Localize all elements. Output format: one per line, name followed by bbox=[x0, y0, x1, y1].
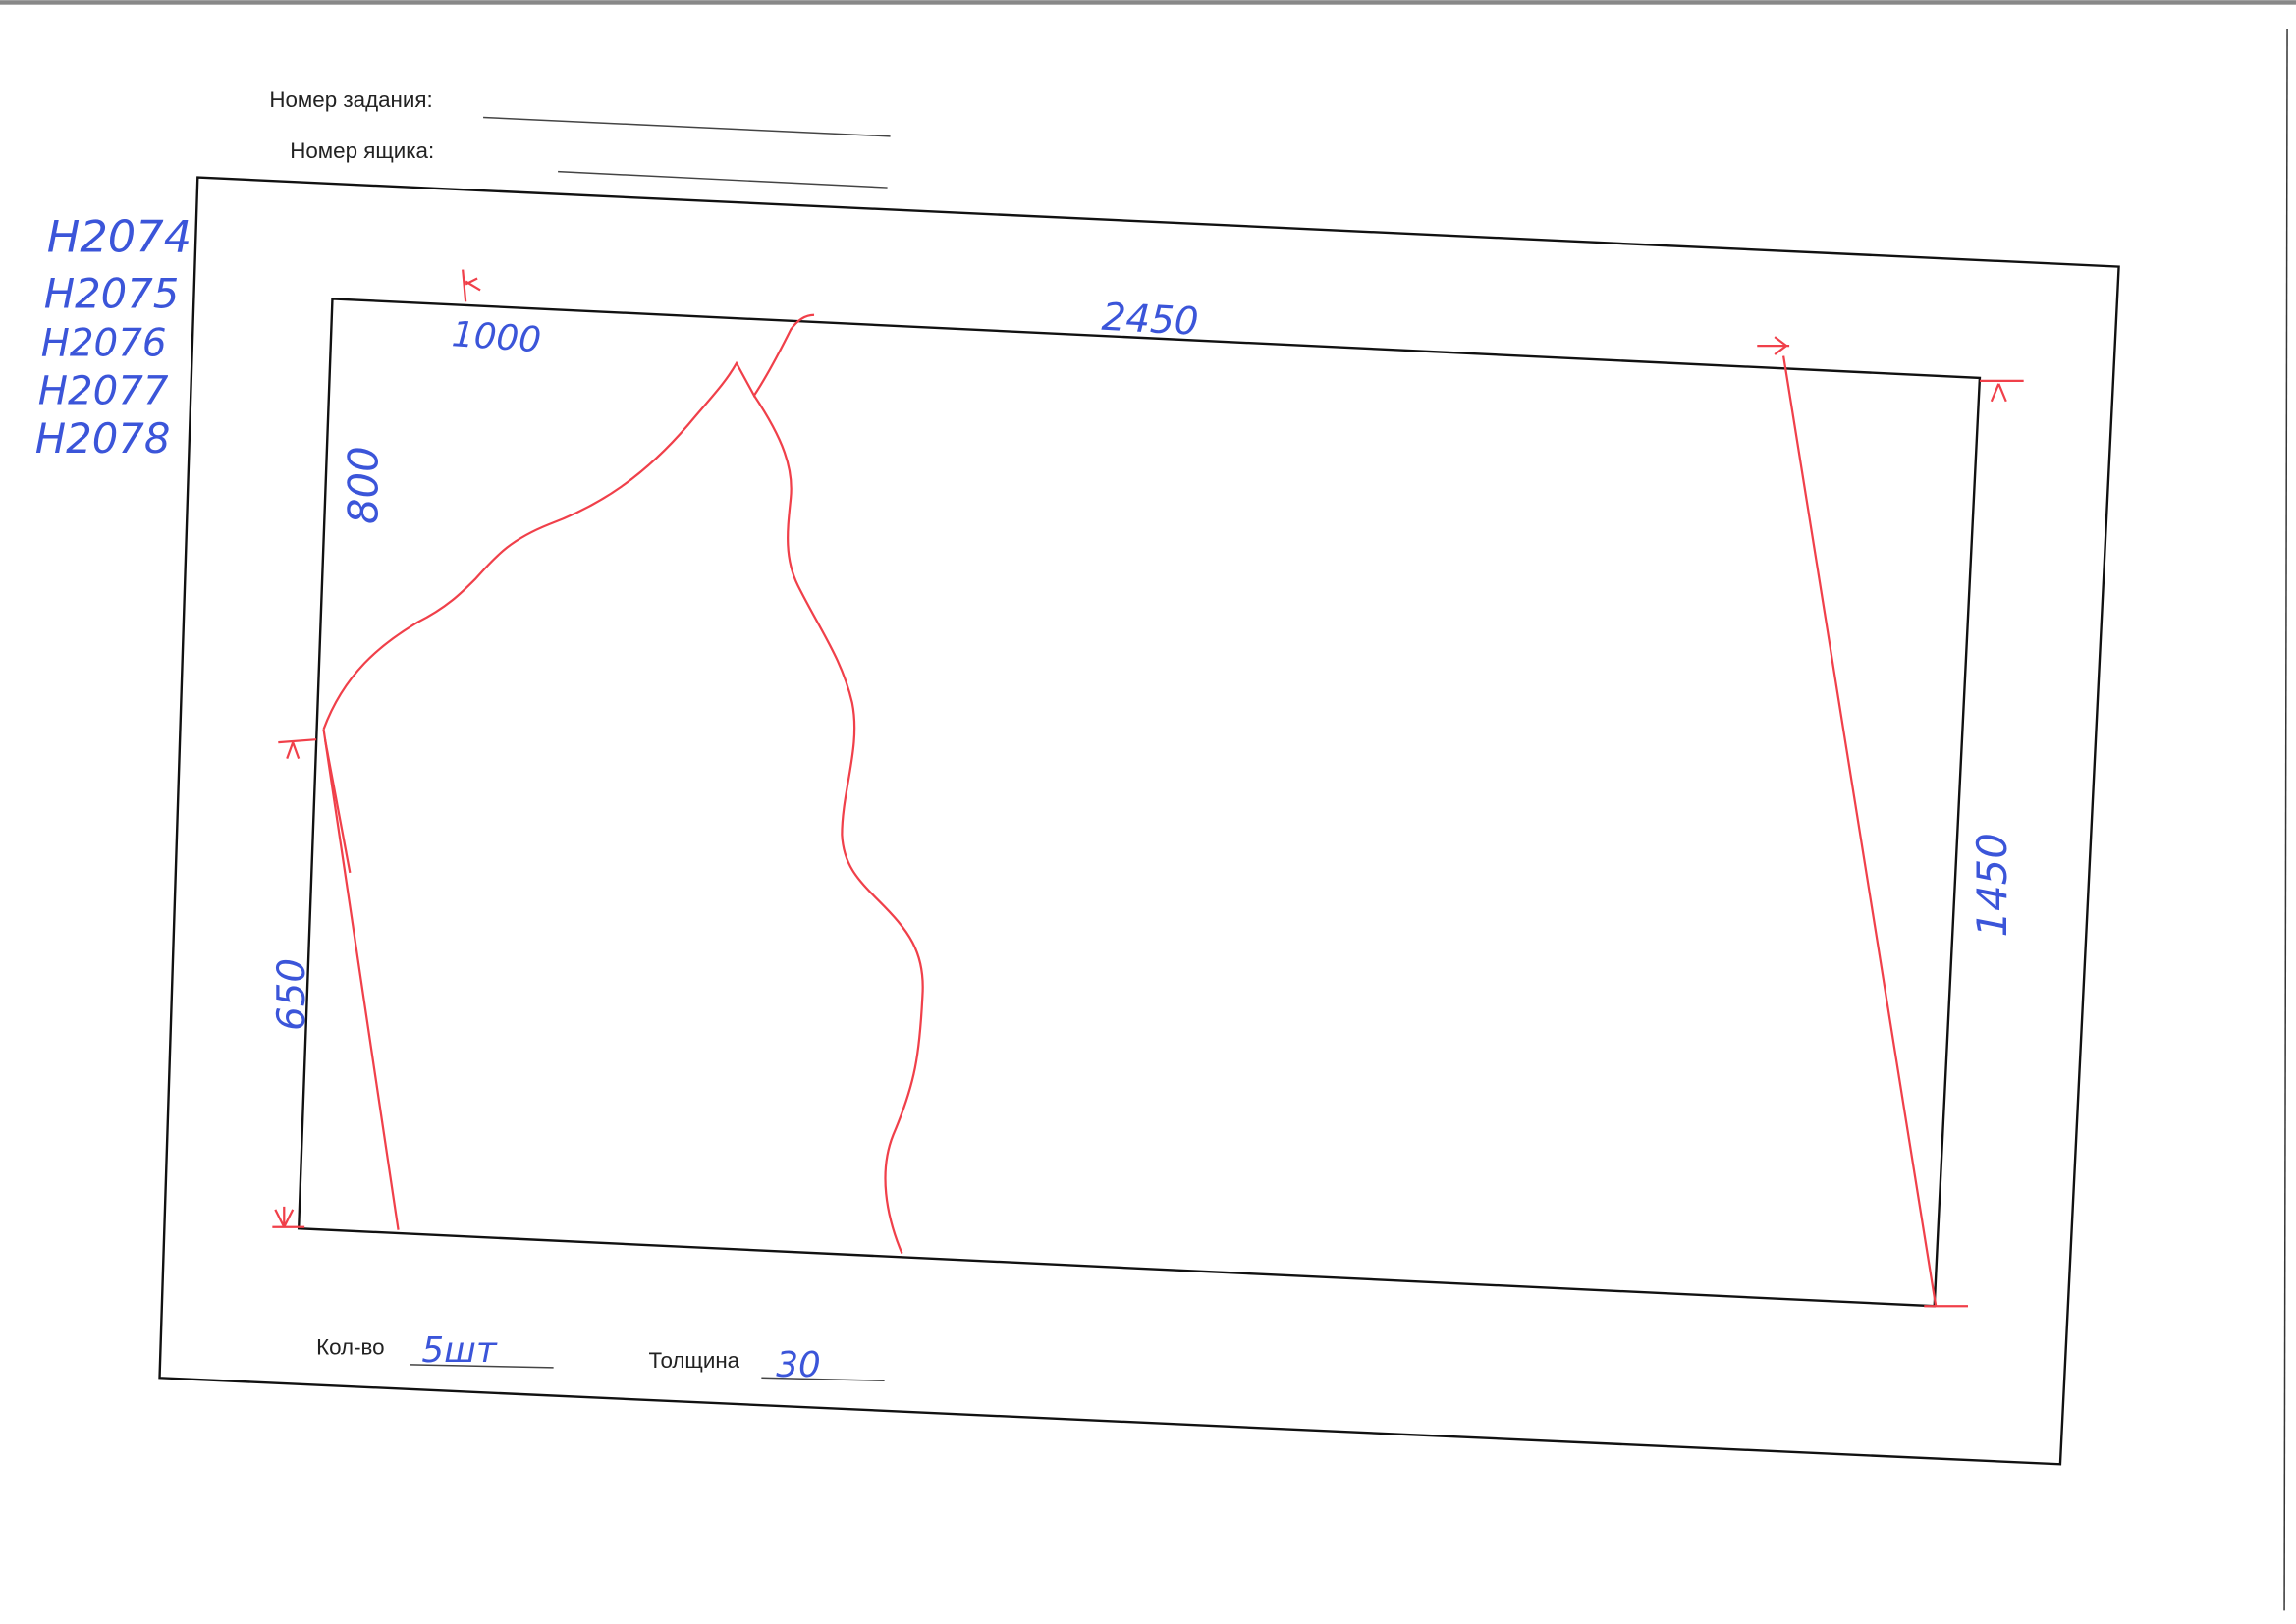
arrow-icon bbox=[278, 738, 317, 759]
box-number-line bbox=[558, 170, 888, 189]
arrow-icon bbox=[1979, 379, 2024, 403]
thickness-label: Толщина bbox=[649, 1348, 740, 1373]
dimension-top-offset: 1000 bbox=[451, 314, 543, 360]
dimension-left-upper: 800 bbox=[340, 446, 388, 524]
code-item: H2077 bbox=[38, 369, 169, 414]
code-list: H2074 H2075 H2076 H2077 H2078 bbox=[35, 211, 191, 462]
slab-outline bbox=[297, 298, 1982, 1308]
quantity-value: 5шт bbox=[421, 1330, 497, 1371]
cut-line-right bbox=[1782, 355, 1938, 1307]
arrow-icon bbox=[1757, 336, 1790, 355]
cut-line-left bbox=[322, 729, 400, 1230]
scan-edge bbox=[0, 0, 2296, 5]
code-item: H2078 bbox=[35, 414, 171, 462]
outer-frame bbox=[158, 176, 2120, 1466]
dimension-left-lower: 650 bbox=[270, 958, 314, 1031]
task-number-label: Номер задания: bbox=[269, 87, 432, 112]
code-item: H2076 bbox=[41, 322, 167, 366]
cut-line-left-mark bbox=[323, 738, 352, 874]
cut-line-center-curve bbox=[752, 395, 924, 1254]
code-item: H2075 bbox=[44, 269, 180, 317]
arrow-markers bbox=[272, 269, 2024, 1308]
quantity-line bbox=[410, 1364, 554, 1369]
thickness-line bbox=[761, 1377, 885, 1382]
quantity-label: Кол-во bbox=[316, 1334, 385, 1359]
dimension-right-height: 1450 bbox=[1968, 833, 2016, 937]
scan-edge-right bbox=[2283, 29, 2288, 1611]
task-number-line bbox=[483, 116, 891, 137]
dimension-top-length: 2450 bbox=[1101, 296, 1200, 345]
box-number-label: Номер ящика: bbox=[290, 138, 434, 163]
cut-line-left-curve bbox=[322, 313, 815, 731]
arrow-icon bbox=[272, 1206, 305, 1228]
code-item: H2074 bbox=[47, 211, 191, 263]
arrow-icon bbox=[462, 269, 481, 302]
